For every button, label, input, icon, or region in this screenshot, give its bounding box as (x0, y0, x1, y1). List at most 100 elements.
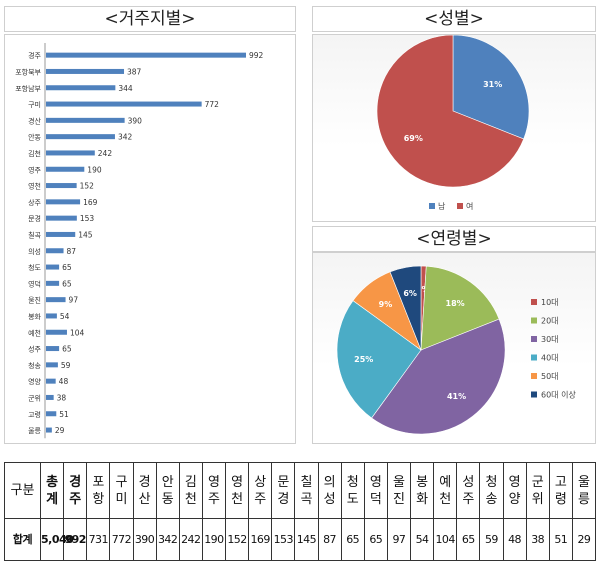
table-column-header: 성주 (456, 462, 481, 519)
bar-mark (46, 394, 54, 400)
pie-slice (336, 300, 422, 419)
pie-slice (420, 265, 500, 351)
bar-category-label: 구미 (28, 100, 41, 109)
table-column-header-text: 청도 (346, 474, 359, 507)
legend-label: 여 (466, 201, 473, 211)
table-cell: 145 (294, 518, 319, 561)
pie-data-label: 18% (446, 299, 465, 308)
bar-value-label: 97 (69, 296, 79, 305)
legend-label: 60대 이상 (541, 390, 576, 400)
bar-category-label: 칠곡 (28, 230, 41, 239)
table-column-header-text: 예천 (439, 474, 452, 507)
bar-value-label: 29 (55, 426, 65, 435)
bar-mark (46, 297, 66, 303)
bar-value-label: 992 (249, 51, 264, 60)
bar-value-label: 145 (78, 230, 93, 239)
bar-category-label: 군위 (28, 394, 41, 402)
bar-category-label: 봉화 (28, 313, 41, 321)
bar-category-label: 영덕 (28, 279, 41, 288)
table-column-header-text: 안동 (161, 474, 174, 507)
bar-mark (46, 411, 57, 417)
pie-slice (376, 34, 525, 188)
bar-category-label: 포항남부 (15, 84, 41, 93)
table-column-header: 영양 (502, 462, 527, 519)
bar-category-label: 영주 (28, 165, 41, 174)
legend-label: 50대 (541, 372, 559, 381)
table-column-header: 청송 (479, 462, 504, 519)
legend-label: 남 (438, 202, 446, 211)
table-column-header-text: 봉화 (416, 474, 429, 507)
pie-data-label: 25% (354, 355, 373, 364)
age-pie-chart: 1% 18% 41% 25% 9% 6% 10대 20대 30대 40대 50대 60대 이상 (336, 265, 576, 435)
table-cell: 169 (248, 518, 273, 561)
bar-category-label: 문경 (28, 214, 41, 223)
bar-mark (46, 117, 125, 123)
bar-category-label: 성주 (28, 345, 41, 354)
table-cell: 38 (525, 518, 550, 561)
table-column-header-text: 총계 (46, 474, 59, 507)
bar-mark (46, 264, 60, 270)
table-cell: 65 (363, 518, 388, 561)
bar-category-label: 예천 (28, 328, 41, 337)
residence-chart-title: <거주지별> (4, 6, 296, 32)
legend-label: 40대 (541, 354, 559, 363)
bar-mark (46, 231, 76, 237)
bar-category-label: 경주 (28, 51, 41, 60)
table-column-header: 안동 (155, 462, 180, 519)
pie-data-label: 69% (404, 134, 423, 143)
table-column-header-text: 경산 (138, 474, 151, 507)
bar-category-label: 포항북부 (15, 67, 41, 76)
bar-category-label: 의성 (28, 247, 41, 256)
bar-mark (46, 166, 85, 172)
legend-swatch (531, 336, 537, 342)
table-column-header-text: 울릉 (577, 474, 590, 507)
bar-mark (46, 313, 57, 319)
table-cell: 153 (271, 518, 296, 561)
table-cell: 992 (63, 518, 88, 561)
table-column-header: 상주 (248, 462, 273, 519)
table-column-header-text: 영천 (231, 474, 244, 507)
table-cell: 51 (548, 518, 573, 561)
bar-value-label: 344 (118, 84, 133, 93)
table-column-header: 고령 (548, 462, 573, 519)
table-cell: 772 (109, 518, 134, 561)
bar-category-label: 청도 (28, 264, 41, 272)
table-cell: 104 (433, 518, 458, 561)
bar-mark (46, 346, 60, 352)
bar-value-label: 65 (62, 263, 72, 272)
bar-category-label: 울진 (28, 296, 41, 305)
table-cell: 54 (409, 518, 435, 561)
table-column-header: 경산 (132, 462, 157, 519)
table-column-header-text: 영양 (508, 474, 521, 507)
bar-mark (46, 68, 125, 74)
table-column-header: 포항 (86, 462, 111, 519)
bar-mark (46, 85, 116, 91)
pie-data-label: 9% (379, 300, 393, 309)
pie-data-label: 1% (416, 285, 430, 294)
table-cell: 731 (86, 518, 111, 561)
bar-mark (46, 378, 56, 384)
bar-value-label: 387 (127, 67, 142, 76)
table-column-header-text: 문경 (277, 474, 290, 507)
legend-swatch (531, 373, 537, 379)
table-column-header: 영천 (224, 462, 250, 519)
bar-mark (46, 183, 77, 189)
table-column-header-text: 김천 (184, 474, 197, 507)
table-column-header-text: 영덕 (369, 474, 382, 507)
table-column-header: 영덕 (363, 462, 388, 519)
bar-mark (46, 101, 202, 107)
table-column-header-text: 칠곡 (300, 474, 313, 507)
table-cell: 59 (479, 518, 504, 561)
bar-value-label: 65 (62, 279, 72, 288)
legend-swatch (531, 354, 537, 361)
table-cell: 342 (155, 518, 180, 561)
bar-mark (46, 362, 58, 368)
bar-value-label: 772 (205, 100, 220, 109)
bar-category-label: 영천 (28, 182, 41, 191)
table-column-header: 의성 (317, 462, 342, 519)
table-column-header: 봉화 (409, 462, 435, 519)
pie-slice (452, 34, 530, 140)
bar-category-label: 영양 (28, 377, 41, 386)
table-column-header: 군위 (525, 462, 550, 519)
legend-swatch (429, 203, 435, 209)
